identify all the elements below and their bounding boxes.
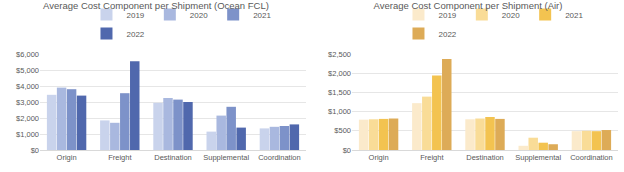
svg-text:2021: 2021 xyxy=(565,11,583,20)
svg-text:$5,000: $5,000 xyxy=(16,66,39,75)
svg-text:Destination: Destination xyxy=(154,153,192,162)
svg-text:$500: $500 xyxy=(334,126,351,135)
svg-text:$2,000: $2,000 xyxy=(16,114,39,123)
svg-text:$2,500: $2,500 xyxy=(328,50,351,59)
svg-text:2019: 2019 xyxy=(438,11,456,20)
svg-text:Coordination: Coordination xyxy=(570,153,613,162)
svg-text:$3,000: $3,000 xyxy=(16,98,39,107)
svg-text:$2,000: $2,000 xyxy=(328,69,351,78)
svg-text:Supplemental: Supplemental xyxy=(515,153,561,162)
svg-text:$0: $0 xyxy=(343,146,351,155)
svg-text:Origin: Origin xyxy=(369,153,389,162)
svg-text:Supplemental: Supplemental xyxy=(203,153,249,162)
svg-text:2019: 2019 xyxy=(126,11,144,20)
svg-text:Origin: Origin xyxy=(57,153,77,162)
svg-text:2020: 2020 xyxy=(190,11,208,20)
svg-text:2022: 2022 xyxy=(126,30,144,39)
svg-text:2021: 2021 xyxy=(253,11,271,20)
svg-text:2022: 2022 xyxy=(438,30,456,39)
svg-text:$0: $0 xyxy=(31,146,39,155)
svg-text:Average Cost Component per Shi: Average Cost Component per Shipment (Air… xyxy=(374,0,563,11)
svg-text:Freight: Freight xyxy=(420,153,444,162)
svg-text:Average Cost Component per Shi: Average Cost Component per Shipment (Oce… xyxy=(43,0,269,11)
svg-text:Freight: Freight xyxy=(108,153,132,162)
svg-text:Coordination: Coordination xyxy=(258,153,301,162)
svg-text:$6,000: $6,000 xyxy=(16,50,39,59)
svg-text:$1,500: $1,500 xyxy=(328,88,351,97)
svg-text:2020: 2020 xyxy=(502,11,520,20)
svg-text:$1,000: $1,000 xyxy=(16,130,39,139)
svg-text:Destination: Destination xyxy=(466,153,504,162)
svg-text:$1,000: $1,000 xyxy=(328,107,351,116)
svg-text:$4,000: $4,000 xyxy=(16,82,39,91)
